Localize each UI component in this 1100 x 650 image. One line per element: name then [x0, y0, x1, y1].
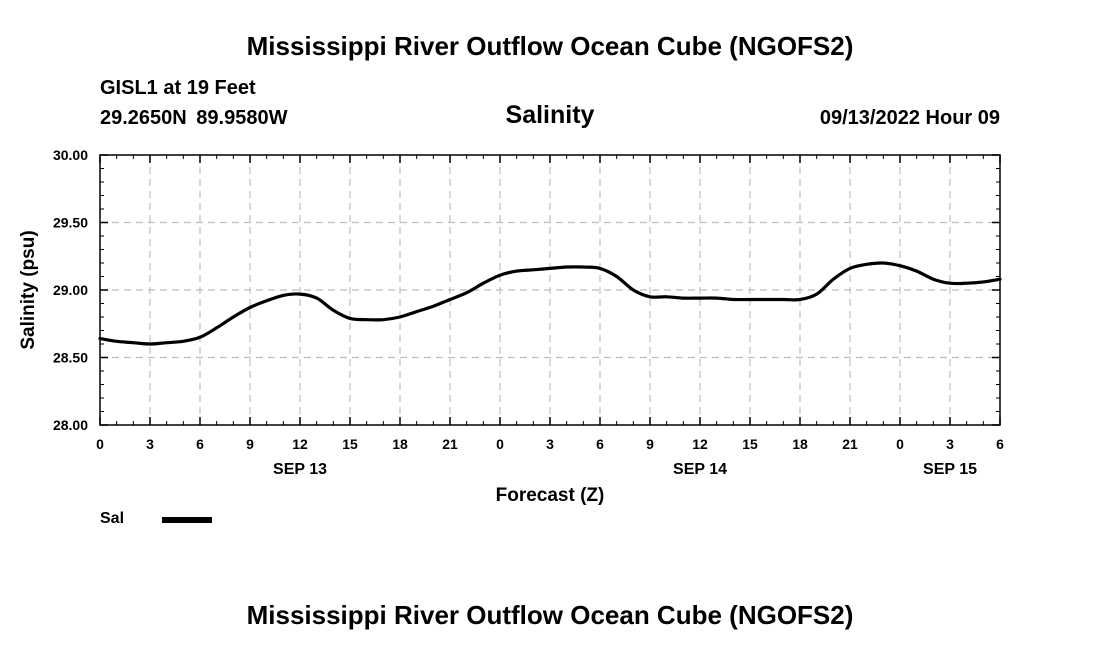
y-tick-label: 29.00 — [53, 282, 88, 298]
series-line-sal — [98, 261, 1002, 346]
x-tick-label: 0 — [896, 436, 904, 452]
salinity-chart: 0 3 6 9 12 15 18 21 0 3 6 9 12 15 18 21 0 3 6 28.00 28.50 29.… — [18, 147, 1004, 506]
x-tick-label: 12 — [292, 436, 308, 452]
day-label: SEP 13 — [273, 461, 327, 478]
x-tick-label: 18 — [392, 436, 408, 452]
legend-label: Sal — [100, 510, 125, 527]
x-tick-label: 6 — [596, 436, 604, 452]
x-tick-label: 3 — [146, 436, 154, 452]
chart-title: Salinity — [505, 101, 595, 129]
y-tick-label: 30.00 — [53, 147, 88, 163]
x-axis-label: Forecast (Z) — [496, 485, 605, 506]
x-tick-label: 9 — [646, 436, 654, 452]
footer-title: Mississippi River Outflow Ocean Cube (NG… — [246, 600, 854, 630]
x-tick-label: 18 — [792, 436, 808, 452]
x-tick-label: 0 — [96, 436, 104, 452]
x-tick-label: 9 — [246, 436, 254, 452]
station-name: GISL1 at 19 Feet — [100, 77, 256, 99]
y-tick-label: 29.50 — [53, 215, 88, 231]
x-tick-label: 21 — [442, 436, 458, 452]
x-tick-label: 3 — [946, 436, 954, 452]
x-tick-label: 0 — [496, 436, 504, 452]
x-tick-label: 15 — [742, 436, 758, 452]
x-tick-label: 6 — [196, 436, 204, 452]
x-tick-label: 3 — [546, 436, 554, 452]
plot-frame — [99, 154, 1001, 426]
y-axis-label: Salinity (psu) — [18, 230, 39, 349]
main-title: Mississippi River Outflow Ocean Cube (NG… — [246, 31, 854, 61]
grid-layer — [100, 155, 1000, 425]
x-tick-label: 12 — [692, 436, 708, 452]
x-tick-label: 21 — [842, 436, 858, 452]
x-tick-label: 15 — [342, 436, 358, 452]
y-tick-label: 28.00 — [53, 417, 88, 433]
tick-label-layer: 0 3 6 9 12 15 18 21 0 3 6 9 12 15 18 21 0 3 6 28.00 28.50 29.… — [53, 147, 1004, 478]
day-label: SEP 15 — [923, 461, 977, 478]
y-tick-label: 28.50 — [53, 350, 88, 366]
legend-swatch — [162, 517, 212, 523]
day-label: SEP 14 — [673, 461, 727, 478]
x-tick-label: 6 — [996, 436, 1004, 452]
station-coordinates: 29.2650N 89.9580W — [100, 107, 288, 129]
forecast-run-time: 09/13/2022 Hour 09 — [819, 107, 1000, 129]
